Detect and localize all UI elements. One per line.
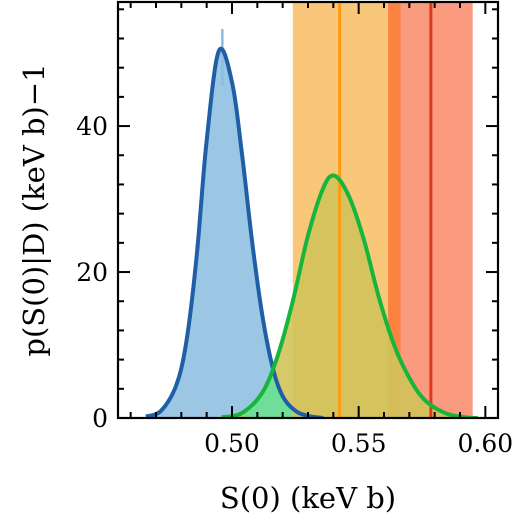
density-curve-1 (144, 46, 325, 418)
y-tick-label: 40 (76, 112, 108, 141)
histogram-fill-2 (221, 175, 481, 418)
y-axis-label: p(S(0)|D) (keV b)−1 (17, 63, 51, 356)
overlap-fill (244, 361, 293, 418)
y-tick-labels: 0 20 40 (76, 112, 108, 433)
axis-ticks (118, 2, 498, 419)
x-axis-label: S(0) (keV b) (220, 481, 396, 515)
x-tick-label: 0.60 (457, 429, 513, 458)
y-tick-label: 20 (76, 258, 108, 287)
x-tick-label: 0.55 (331, 429, 387, 458)
y-tick-label: 0 (92, 404, 108, 433)
posterior-curves (144, 46, 480, 418)
density-curve-2 (220, 173, 480, 418)
x-tick-label: 0.50 (204, 429, 260, 458)
band-overlap (388, 2, 401, 418)
x-tick-labels: 0.50 0.55 0.60 (204, 429, 513, 458)
